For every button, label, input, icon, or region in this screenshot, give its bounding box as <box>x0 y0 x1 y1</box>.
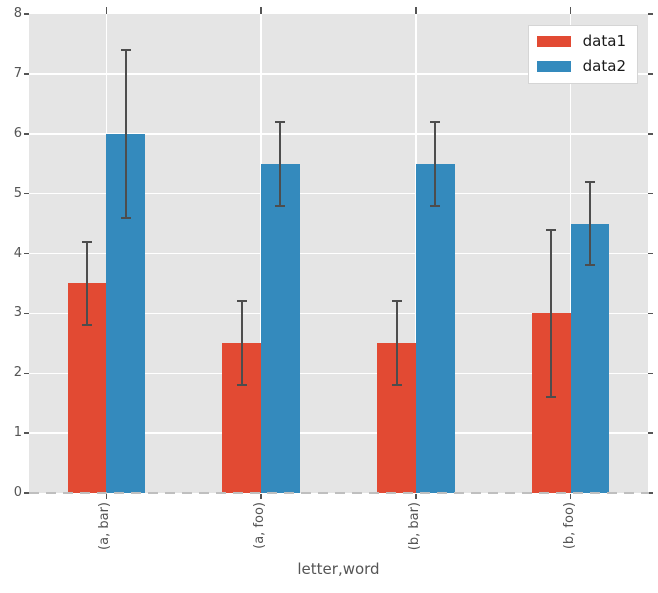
x-tick-mark-bottom <box>415 494 417 499</box>
y-tick-mark-right <box>648 192 653 195</box>
legend: data1 data2 <box>527 25 638 84</box>
error-bar-line <box>86 241 89 326</box>
y-tick-mark-left <box>24 492 29 494</box>
error-bar-line <box>550 229 553 398</box>
y-tick-label: 7 <box>13 65 22 81</box>
x-tick-mark-top <box>569 7 572 14</box>
gridline-horizontal <box>29 432 648 434</box>
gridline-horizontal <box>29 133 648 135</box>
error-bar-cap-bottom <box>391 384 402 387</box>
x-tick-label: (b, foo) <box>561 502 577 550</box>
x-axis-title: letter,word <box>297 560 380 578</box>
y-tick-mark-right <box>648 73 653 75</box>
error-bar-line <box>240 301 243 386</box>
x-tick-mark-bottom <box>260 494 262 499</box>
y-tick-label: 2 <box>13 365 22 381</box>
y-tick-label: 4 <box>13 245 22 261</box>
y-tick-mark-right <box>648 372 653 374</box>
bar-data2-3 <box>570 223 610 493</box>
y-tick-mark-right <box>648 133 653 135</box>
y-tick-mark-left <box>24 73 29 75</box>
y-tick-mark-right <box>648 432 653 434</box>
error-bar-line <box>588 181 591 266</box>
error-bar-cap-top <box>391 300 402 303</box>
x-tick-label: (b, bar) <box>406 502 422 551</box>
x-tick-mark-top <box>415 7 417 14</box>
error-bar-cap-bottom <box>275 204 286 207</box>
y-tick-mark-right <box>648 13 653 15</box>
error-bar-cap-bottom <box>546 396 557 399</box>
gridline-horizontal <box>29 252 648 255</box>
error-bar-cap-bottom <box>584 264 595 267</box>
y-tick-mark-left <box>24 192 29 195</box>
y-tick-label: 0 <box>13 485 22 500</box>
y-tick-mark-left <box>24 133 29 135</box>
error-bar-cap-top <box>275 120 286 123</box>
y-tick-mark-right <box>648 252 653 255</box>
legend-entry-data1: data1 <box>536 32 626 51</box>
error-bar-cap-top <box>120 48 131 51</box>
legend-swatch-data2 <box>536 61 571 72</box>
error-bar-cap-top <box>236 300 247 303</box>
y-tick-mark-left <box>24 13 29 15</box>
error-bar-line <box>124 49 127 218</box>
error-bar-cap-bottom <box>120 216 131 219</box>
gridline-horizontal <box>29 192 648 195</box>
y-tick-mark-right <box>648 312 653 315</box>
y-tick-label: 6 <box>13 125 22 141</box>
error-bar-cap-top <box>546 228 557 231</box>
error-bar-cap-top <box>584 180 595 183</box>
y-tick-mark-left <box>24 312 29 315</box>
y-tick-mark-left <box>24 372 29 374</box>
y-tick-label: 5 <box>13 185 22 201</box>
error-bar-cap-bottom <box>82 324 93 327</box>
x-tick-label: (a, bar) <box>97 502 113 550</box>
y-tick-mark-right <box>648 492 653 494</box>
error-bar-line <box>434 121 437 206</box>
error-bar-cap-top <box>430 120 441 123</box>
x-tick-mark-top <box>260 7 262 14</box>
x-tick-mark-bottom <box>105 494 108 499</box>
bar-data2-2 <box>415 163 455 493</box>
legend-entry-data2: data2 <box>536 57 626 76</box>
gridline-horizontal <box>29 312 648 315</box>
zero-baseline-dashed <box>29 492 649 494</box>
y-tick-mark-left <box>24 252 29 255</box>
x-tick-mark-bottom <box>569 494 572 499</box>
error-bar-cap-bottom <box>430 204 441 207</box>
legend-swatch-data1 <box>536 36 571 47</box>
error-bar-cap-bottom <box>236 384 247 387</box>
y-tick-label: 3 <box>13 305 22 321</box>
error-bar-line <box>279 121 282 206</box>
x-tick-mark-top <box>105 7 108 14</box>
gridline-horizontal <box>29 73 648 75</box>
legend-label-data1: data1 <box>582 32 626 50</box>
plot-area <box>29 14 648 493</box>
error-bar-cap-top <box>82 240 93 243</box>
legend-label-data2: data2 <box>582 57 626 75</box>
y-tick-label: 8 <box>13 6 22 21</box>
gridline-horizontal <box>29 372 648 374</box>
error-bar-line <box>395 301 398 386</box>
y-tick-mark-left <box>24 432 29 434</box>
y-tick-label: 1 <box>13 425 22 441</box>
x-tick-label: (a, foo) <box>252 502 268 549</box>
bar-data2-1 <box>261 163 300 493</box>
